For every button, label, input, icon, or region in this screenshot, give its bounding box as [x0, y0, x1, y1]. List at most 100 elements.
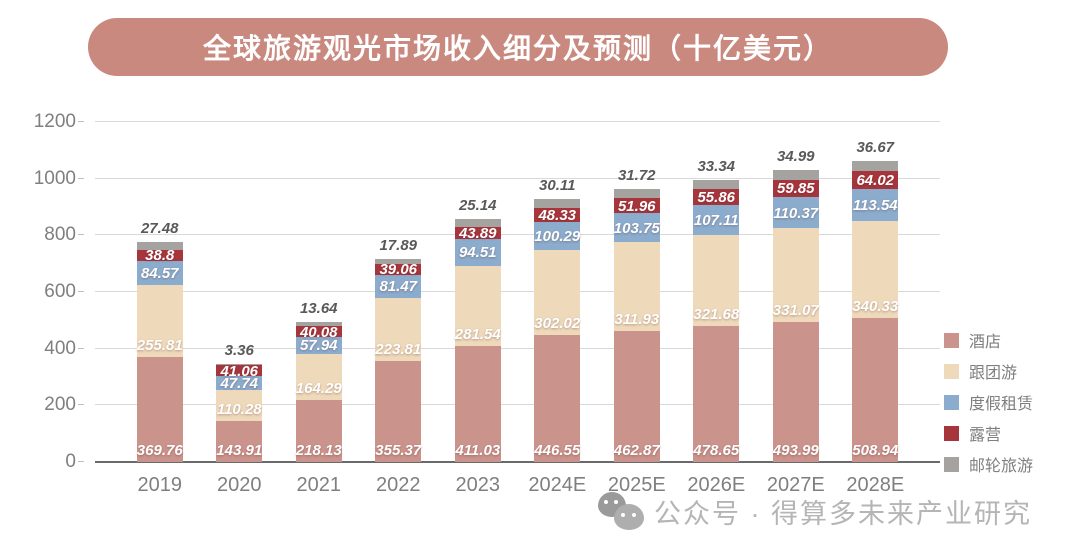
bar-segment-露营 — [613, 198, 660, 214]
bar-segment-酒店 — [693, 326, 740, 462]
y-axis-tickmark — [78, 461, 84, 462]
legend-label: 邮轮旅游 — [969, 458, 1034, 475]
bar-2023: 411.03 281.54 94.51 43.89 25.14 — [454, 197, 501, 462]
bar-segment-度假租赁 — [693, 204, 740, 236]
watermark: 公众号 · 得算多未来产业研究 — [598, 490, 1032, 532]
x-axis-label: 2026E — [687, 474, 746, 496]
segment-value-label: 64.02 — [856, 172, 895, 190]
bar-segment-度假租赁 — [852, 189, 899, 222]
y-axis-tick-label: 400 — [44, 337, 76, 359]
segment-value-label: 110.37 — [773, 204, 819, 222]
y-axis-tick-label: 800 — [44, 224, 76, 246]
bar-segment-酒店 — [613, 330, 660, 462]
x-axis-label: 2021 — [296, 474, 342, 496]
segment-value-label: 218.13 — [295, 442, 342, 459]
segment-value-label: 340.33 — [852, 297, 899, 315]
legend-swatch — [944, 363, 959, 379]
segment-value-label: 281.54 — [454, 325, 501, 343]
legend-label: 酒店 — [969, 334, 1002, 351]
bar-2025E: 462.87 311.93 103.75 51.96 31.72 — [613, 167, 660, 462]
segment-value-label: 55.86 — [697, 188, 736, 206]
bar-segment-跟团游 — [454, 265, 501, 346]
bar-segment-跟团游 — [852, 221, 899, 318]
bar-segment-跟团游 — [295, 353, 342, 401]
legend-item-跟团游: 跟团游 — [944, 361, 1033, 382]
segment-value-label: 41.06 — [220, 362, 259, 380]
segment-value-label: 38.8 — [145, 247, 175, 265]
y-axis-tick-label: 0 — [65, 451, 76, 472]
plot-area: 369.76 255.81 84.57 38.8 27.48 143.91 110.28 47… — [95, 121, 940, 463]
segment-value-label: 94.51 — [458, 244, 497, 262]
bar-segment-酒店 — [375, 361, 422, 462]
bar-2026E: 478.65 321.68 107.11 55.86 33.34 — [693, 158, 740, 462]
segment-value-label: 47.74 — [220, 375, 259, 393]
segment-value-label: 100.29 — [534, 227, 581, 245]
legend-item-邮轮旅游: 邮轮旅游 — [944, 454, 1034, 475]
bar-segment-跟团游 — [772, 228, 819, 323]
bar-2028E: 508.94 340.33 113.54 64.02 36.67 — [852, 139, 899, 462]
legend-item-酒店: 酒店 — [944, 330, 1033, 351]
gridline — [95, 177, 940, 179]
bar-2021: 218.13 164.29 57.94 40.08 13.64 — [295, 300, 342, 462]
segment-value-label: 223.81 — [375, 341, 422, 359]
segment-value-label: 478.65 — [693, 442, 740, 459]
segment-value-label: 113.54 — [852, 197, 898, 215]
gridline — [95, 121, 940, 122]
bar-2024E: 446.55 302.02 100.29 48.33 30.11 — [534, 177, 581, 462]
segment-value-label: 40.08 — [299, 323, 338, 341]
bar-segment-邮轮旅游 — [375, 258, 422, 264]
legend: 酒店 跟团游 度假租赁 露营 邮轮旅游 — [944, 330, 1033, 485]
bar-segment-跟团游 — [375, 297, 422, 362]
bar-segment-邮轮旅游 — [216, 363, 263, 365]
segment-value-label: 103.75 — [613, 219, 660, 237]
segment-value-label: 493.99 — [772, 442, 819, 459]
x-axis-label: 2023 — [455, 474, 501, 496]
chart-title-banner: 全球旅游观光市场收入细分及预测（十亿美元） — [88, 18, 948, 76]
segment-value-label-above: 30.11 — [539, 177, 576, 195]
segment-value-label: 331.07 — [772, 302, 819, 320]
segment-value-label-above: 25.14 — [458, 197, 497, 215]
segment-value-label: 355.37 — [375, 442, 422, 459]
bar-segment-跟团游 — [136, 284, 183, 358]
bar-segment-酒店 — [295, 400, 342, 462]
y-axis-tickmark — [78, 234, 84, 236]
x-axis-label: 2020 — [217, 474, 262, 496]
gridline — [95, 291, 940, 292]
bar-segment-邮轮旅游 — [693, 179, 740, 190]
y-axis-tickmark — [78, 404, 84, 406]
bar-segment-邮轮旅游 — [852, 160, 899, 172]
bar-segment-度假租赁 — [375, 274, 422, 298]
segment-value-label-above: 36.67 — [856, 138, 895, 156]
bar-segment-邮轮旅游 — [295, 322, 342, 326]
bar-segment-邮轮旅游 — [534, 199, 581, 208]
bar-segment-度假租赁 — [136, 260, 183, 285]
wechat-icon — [598, 490, 646, 532]
x-axis-label: 2028E — [846, 474, 905, 496]
watermark-text: 公众号 · 得算多未来产业研究 — [654, 498, 1032, 529]
bar-segment-酒店 — [216, 421, 263, 462]
y-axis-tickmark — [78, 121, 84, 122]
bar-2019: 369.76 255.81 84.57 38.8 27.48 — [136, 220, 183, 462]
gridline — [95, 347, 940, 349]
segment-value-label-above: 27.48 — [140, 220, 179, 238]
legend-swatch — [944, 456, 959, 472]
legend-label: 跟团游 — [969, 365, 1018, 382]
bar-segment-露营 — [534, 207, 581, 222]
segment-value-label: 321.68 — [693, 306, 740, 324]
x-axis-line — [95, 461, 940, 463]
segment-value-label: 369.76 — [136, 442, 183, 459]
segment-value-label: 107.11 — [693, 212, 739, 230]
bar-2027E: 493.99 331.07 110.37 59.85 34.99 — [772, 148, 819, 462]
segment-value-label: 446.55 — [534, 442, 581, 459]
bar-segment-跟团游 — [534, 249, 581, 336]
y-axis-tickmark — [78, 291, 84, 292]
segment-value-label: 110.28 — [216, 401, 262, 419]
bar-segment-度假租赁 — [295, 337, 342, 354]
gridline — [95, 404, 940, 406]
segment-value-label: 311.93 — [614, 310, 660, 328]
bar-segment-酒店 — [454, 345, 501, 462]
segment-value-label: 255.81 — [136, 337, 183, 355]
legend-label: 度假租赁 — [969, 396, 1034, 413]
segment-value-label: 411.03 — [455, 442, 501, 459]
segment-value-label: 302.02 — [534, 315, 581, 333]
